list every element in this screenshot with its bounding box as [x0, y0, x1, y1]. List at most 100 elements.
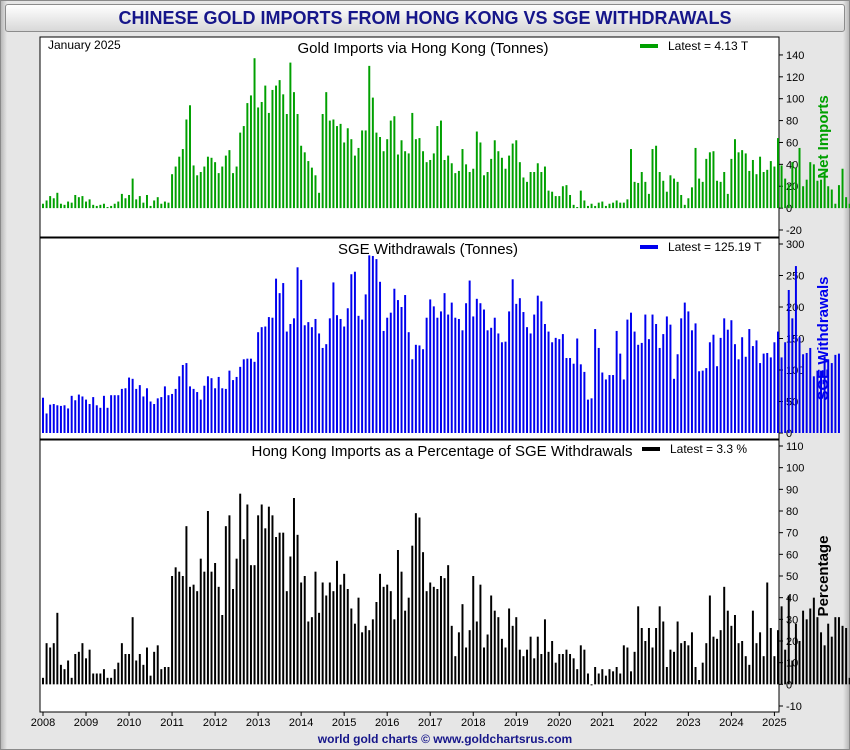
y-tick-label: 60 — [786, 137, 798, 149]
bar — [232, 173, 235, 209]
bar — [271, 89, 274, 209]
bar — [278, 532, 281, 685]
bar — [206, 156, 209, 209]
bar — [239, 132, 242, 209]
bar — [683, 302, 686, 433]
bar — [386, 139, 389, 209]
bar — [755, 174, 758, 209]
bar — [393, 619, 396, 685]
bar — [612, 375, 615, 433]
bar — [604, 379, 607, 433]
bar — [375, 602, 378, 685]
bar — [751, 610, 754, 685]
bar — [827, 623, 830, 685]
bar — [751, 346, 754, 433]
bar — [561, 334, 564, 433]
bar — [791, 162, 794, 209]
bar — [249, 565, 252, 685]
bar — [536, 636, 539, 685]
bar — [145, 388, 148, 433]
x-tick-label: 2024 — [719, 717, 743, 729]
bar — [676, 354, 679, 433]
bar — [773, 166, 776, 209]
bar — [45, 413, 48, 433]
bar — [106, 207, 109, 209]
bar — [246, 504, 249, 685]
x-tick-label: 2015 — [332, 717, 356, 729]
y-tick-label: 300 — [786, 239, 804, 251]
bar — [733, 344, 736, 433]
bar — [565, 185, 568, 209]
bar — [637, 344, 640, 433]
bar — [820, 179, 823, 209]
bar — [676, 621, 679, 685]
bar — [676, 181, 679, 209]
bar — [841, 168, 844, 209]
bar — [511, 625, 514, 685]
bar — [63, 204, 66, 209]
bar — [396, 300, 399, 433]
bar — [422, 552, 425, 685]
bar — [597, 347, 600, 433]
bar — [447, 314, 450, 433]
bar — [644, 641, 647, 685]
bar — [282, 94, 285, 209]
bar — [310, 167, 313, 209]
bar — [371, 255, 374, 433]
bar — [407, 153, 410, 209]
bar — [192, 388, 195, 433]
bar — [321, 582, 324, 685]
bar — [626, 319, 629, 433]
bar — [716, 180, 719, 209]
bar — [522, 177, 525, 209]
bar — [698, 178, 701, 209]
bar — [156, 197, 159, 209]
bar — [744, 656, 747, 685]
bar — [744, 153, 747, 209]
bar — [120, 193, 123, 209]
bar — [687, 311, 690, 433]
bar — [59, 664, 62, 685]
bar — [375, 259, 378, 433]
bar — [396, 154, 399, 209]
bar — [823, 356, 826, 433]
bar — [135, 388, 138, 433]
bar — [422, 349, 425, 433]
bar — [690, 632, 693, 685]
bar — [766, 352, 769, 433]
bar — [414, 139, 417, 209]
bar — [275, 278, 278, 433]
bar — [339, 318, 342, 433]
bar — [586, 673, 589, 685]
bar — [346, 128, 349, 209]
bar — [777, 331, 779, 433]
bar — [483, 647, 485, 685]
bar — [522, 656, 525, 685]
bar — [726, 193, 729, 209]
bar — [594, 205, 597, 209]
bar — [475, 131, 478, 209]
bar — [350, 139, 353, 209]
bar — [249, 95, 252, 209]
bar — [518, 298, 521, 433]
bar — [805, 352, 808, 433]
chart-title: CHINESE GOLD IMPORTS FROM HONG KONG VS S… — [5, 4, 845, 32]
bar — [490, 595, 493, 685]
bar — [533, 172, 536, 209]
bar — [221, 615, 224, 685]
bar — [393, 288, 396, 433]
bar — [314, 318, 317, 433]
bar — [203, 166, 206, 209]
bar — [382, 330, 385, 433]
bar — [49, 404, 52, 433]
bar — [264, 528, 267, 685]
bar — [479, 584, 482, 685]
bar — [483, 175, 485, 209]
bar — [590, 684, 593, 686]
bar — [662, 180, 665, 209]
bar — [759, 363, 762, 433]
x-tick-label: 2022 — [633, 717, 657, 729]
bar — [368, 255, 371, 433]
bar — [848, 677, 850, 685]
bar — [163, 667, 166, 685]
